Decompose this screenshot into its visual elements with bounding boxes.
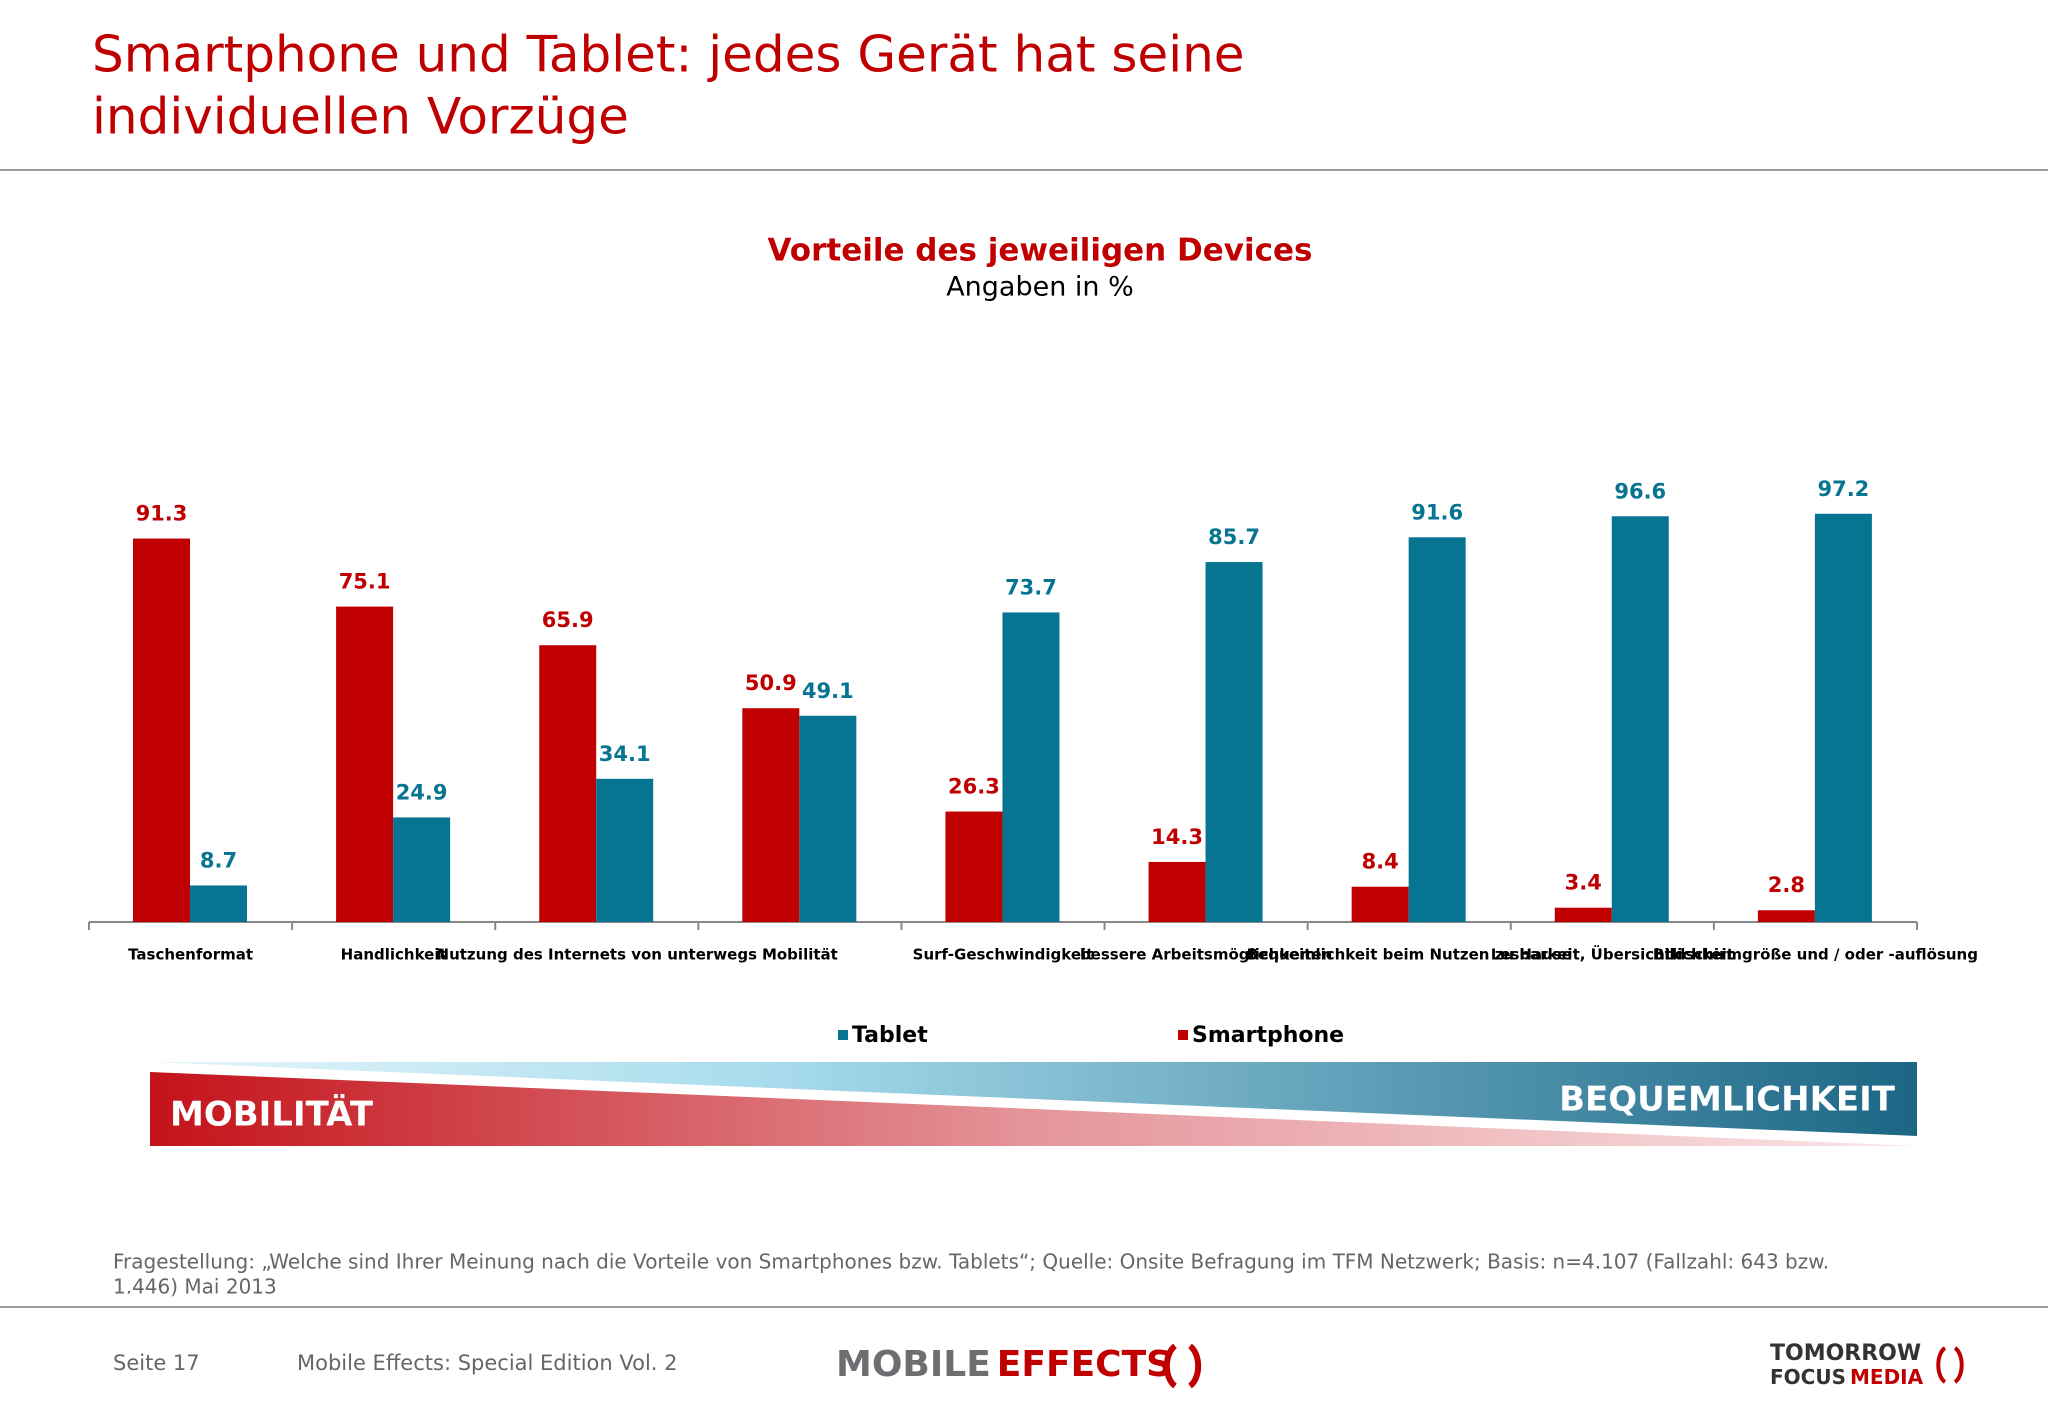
publication: Mobile Effects: Special Edition Vol. 2 (297, 1351, 678, 1375)
bar (1205, 562, 1263, 922)
bar (1757, 910, 1815, 922)
bar (799, 715, 857, 922)
value-label: 65.9 (542, 608, 594, 632)
chart-subtitle: Angaben in % (946, 272, 1134, 303)
value-label: 75.1 (339, 570, 391, 594)
legend-label: Smartphone (1192, 1023, 1344, 1048)
band-label: MOBILITÄT (170, 1094, 374, 1135)
band-red (150, 1072, 1917, 1146)
plot: Taschenformat 91.3 8.7 Handlichkeit 75.1 24.9… (88, 477, 1978, 1048)
x-tick-label: Lesbarkeit, Übersichtlichkeit (1491, 945, 1734, 964)
logo-word: EFFECTS (997, 1344, 1172, 1385)
legend-swatch (1178, 1030, 1188, 1040)
logo-word: MOBILE (836, 1344, 991, 1385)
logo-word: MEDIA (1850, 1365, 1924, 1389)
bar (393, 817, 451, 922)
legend-label: Tablet (852, 1023, 928, 1048)
x-tick-label: Bequemlichkeit beim Nutzen zu Hause (1247, 946, 1572, 964)
page-title: Smartphone und Tablet: jedes Gerät hat s… (92, 26, 1245, 84)
value-label: 50.9 (745, 671, 797, 695)
value-label: 3.4 (1565, 871, 1602, 895)
legend-swatch (838, 1030, 848, 1040)
value-label: 14.3 (1151, 825, 1203, 849)
x-tick-label: Mobilität (762, 946, 838, 964)
band-label: BEQUEMLICHKEIT (1559, 1080, 1896, 1120)
bar (133, 538, 190, 922)
bar (742, 708, 800, 922)
bar (1814, 513, 1872, 922)
bar (539, 645, 597, 922)
logo-mark (1936, 1346, 1964, 1384)
value-label: 91.3 (136, 502, 188, 526)
x-tick-label: bessere Arbeitsmöglichkeiten (1080, 946, 1332, 964)
value-label: 26.3 (948, 775, 1000, 799)
x-tick-label: Bildschirmgröße und / oder -auflösung (1653, 946, 1978, 964)
value-label: 91.6 (1411, 500, 1463, 524)
bar (1351, 886, 1409, 922)
logo-left: MOBILE EFFECTS (836, 1344, 1172, 1385)
footnote: Fragestellung: „Welche sind Ihrer Meinun… (113, 1250, 1829, 1274)
band-blue (150, 1062, 1917, 1136)
bar (190, 885, 247, 922)
chart-title: Vorteile des jeweiligen Devices (768, 233, 1313, 269)
value-label: 73.7 (1005, 575, 1057, 599)
x-tick-label: Surf-Geschwindigkeit (913, 946, 1094, 964)
logo-right: FOCUS MEDIA (1770, 1365, 1924, 1389)
page-title: individuellen Vorzüge (92, 88, 629, 146)
value-label: 24.9 (396, 780, 448, 804)
bar (1002, 612, 1060, 922)
value-label: 85.7 (1208, 525, 1260, 549)
bar (1554, 907, 1612, 922)
value-label: 2.8 (1768, 873, 1805, 897)
footnote: 1.446) Mai 2013 (113, 1275, 277, 1299)
page-number: Seite 17 (113, 1351, 200, 1375)
x-tick-label: Handlichkeit (341, 946, 447, 964)
bar (1611, 516, 1669, 922)
value-label: 49.1 (802, 679, 854, 703)
x-tick-label: Taschenformat (128, 946, 253, 964)
value-label: 34.1 (599, 742, 651, 766)
value-label: 96.6 (1614, 479, 1666, 503)
bar (336, 606, 394, 922)
value-label: 8.4 (1362, 850, 1399, 874)
bar (596, 778, 654, 922)
bar (945, 811, 1003, 922)
bar (1148, 861, 1206, 922)
logo-right: TOMORROW (1770, 1341, 1921, 1366)
logo-mark (1163, 1343, 1202, 1389)
bar (1408, 537, 1466, 922)
logo-word: FOCUS (1770, 1365, 1846, 1389)
x-tick-label: Nutzung des Internets von unterwegs (437, 946, 758, 964)
value-label: 8.7 (200, 848, 237, 872)
value-label: 97.2 (1817, 477, 1869, 501)
